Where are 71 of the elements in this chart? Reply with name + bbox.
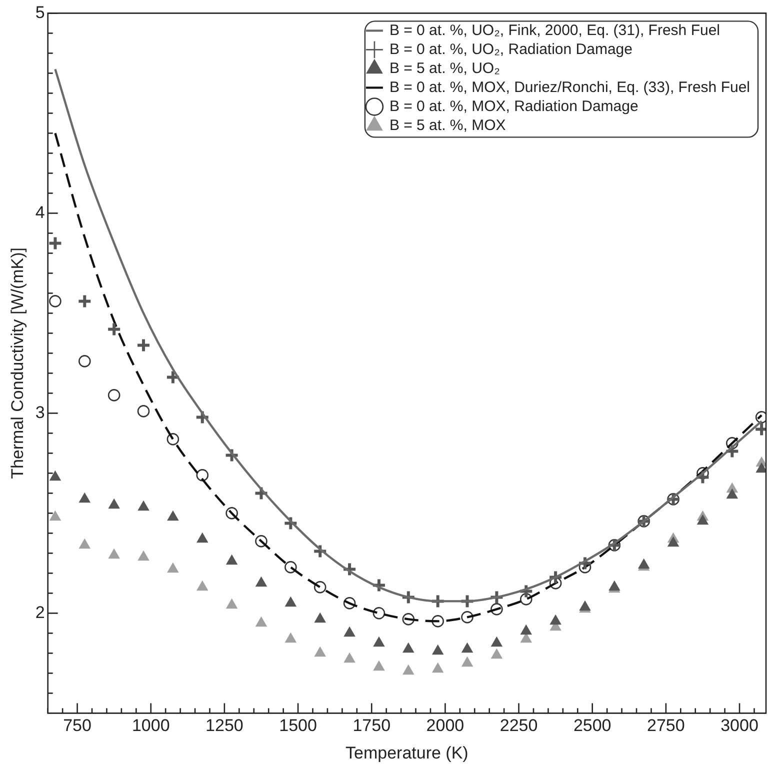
point: [491, 637, 502, 647]
x-tick-label: 1750: [352, 716, 391, 736]
point: [79, 493, 90, 503]
point: [137, 405, 150, 418]
y-tick-label: 3: [35, 402, 45, 422]
x-tick-label: 2750: [647, 716, 685, 736]
legend-label: B = 0 at. %, MOX, Duriez/Ronchi, Eq. (33), Fresh Fuel: [389, 78, 750, 96]
x-tick-label: 1000: [132, 716, 170, 736]
point: [462, 657, 473, 667]
point: [50, 471, 61, 481]
y-tick-label: 4: [35, 202, 45, 222]
point: [50, 511, 61, 521]
point: [756, 463, 766, 473]
legend-label: B = 0 at. %, UO₂, Fink, 2000, Eq. (31), Fresh Fuel: [389, 22, 720, 39]
legend-label: B = 5 at. %, UO₂: [389, 60, 500, 77]
point: [108, 389, 120, 402]
legend-label: B = 0 at. %, UO₂, Radiation Damage: [389, 40, 632, 58]
point: [550, 615, 561, 625]
point: [285, 633, 296, 643]
point: [285, 597, 296, 607]
x-tick-label: 1500: [279, 716, 317, 736]
legend-label: B = 0 at. %, MOX, Radiation Damage: [389, 98, 638, 115]
point: [374, 637, 384, 647]
point: [196, 533, 208, 543]
x-tick-label: 2500: [573, 716, 612, 736]
point: [108, 499, 120, 509]
y-tick-label: 5: [35, 2, 45, 22]
point: [520, 633, 532, 643]
point: [78, 355, 91, 368]
point: [168, 563, 178, 573]
point: [168, 511, 178, 521]
point: [520, 625, 532, 635]
x-tick-label: 3000: [720, 716, 758, 736]
point: [49, 295, 62, 308]
point: [462, 643, 473, 653]
point: [344, 653, 355, 663]
point: [48, 236, 63, 251]
x-tick-label: 2250: [500, 716, 538, 736]
point: [432, 663, 444, 673]
point: [226, 599, 238, 609]
point: [374, 661, 384, 671]
point: [196, 581, 208, 591]
point: [108, 549, 120, 559]
x-axis-title: Temperature (K): [346, 743, 468, 762]
point: [77, 294, 92, 309]
point: [432, 645, 444, 655]
y-tick-label: 2: [35, 602, 45, 622]
point: [344, 627, 355, 637]
point: [668, 537, 679, 547]
point: [136, 338, 152, 353]
point: [196, 469, 209, 482]
y-axis-title: Thermal Conductivity [W/(mK)]: [8, 247, 27, 479]
point: [256, 617, 267, 627]
point: [106, 322, 122, 337]
point: [138, 501, 149, 511]
x-tick-label: 2000: [426, 716, 464, 736]
point: [138, 551, 149, 561]
point: [314, 647, 326, 657]
point: [491, 649, 502, 659]
legend-label: B = 5 at. %, MOX: [389, 116, 506, 134]
point: [697, 515, 708, 525]
point: [402, 665, 414, 675]
point: [402, 643, 414, 653]
x-tick-label: 1250: [206, 716, 244, 736]
point: [726, 489, 738, 499]
point: [372, 607, 386, 620]
point: [226, 555, 238, 565]
x-tick-label: 750: [63, 716, 92, 736]
point: [314, 613, 326, 623]
point: [79, 539, 90, 549]
point: [256, 577, 267, 587]
